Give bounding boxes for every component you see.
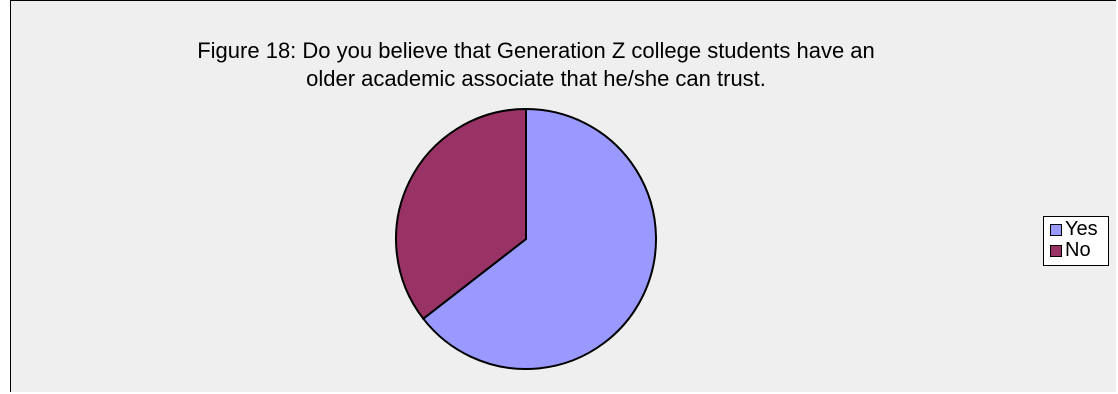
legend-swatch-yes <box>1050 223 1062 236</box>
legend-label-no: No <box>1065 239 1091 261</box>
legend-item-yes: Yes <box>1050 218 1108 240</box>
legend-item-no: No <box>1050 239 1108 261</box>
pie-chart <box>395 107 657 370</box>
chart-title: Figure 18: Do you believe that Generatio… <box>11 37 1061 93</box>
chart-title-line-1: Figure 18: Do you believe that Generatio… <box>197 38 875 63</box>
pie-slice-yes <box>421 107 657 370</box>
legend-swatch-no <box>1050 244 1062 257</box>
legend-label-yes: Yes <box>1065 218 1098 240</box>
pie-slice-no <box>395 107 527 321</box>
chart-frame: Figure 18: Do you believe that Generatio… <box>10 0 1116 392</box>
chart-title-line-2: older academic associate that he/she can… <box>306 66 766 91</box>
legend: Yes No <box>1043 216 1109 266</box>
